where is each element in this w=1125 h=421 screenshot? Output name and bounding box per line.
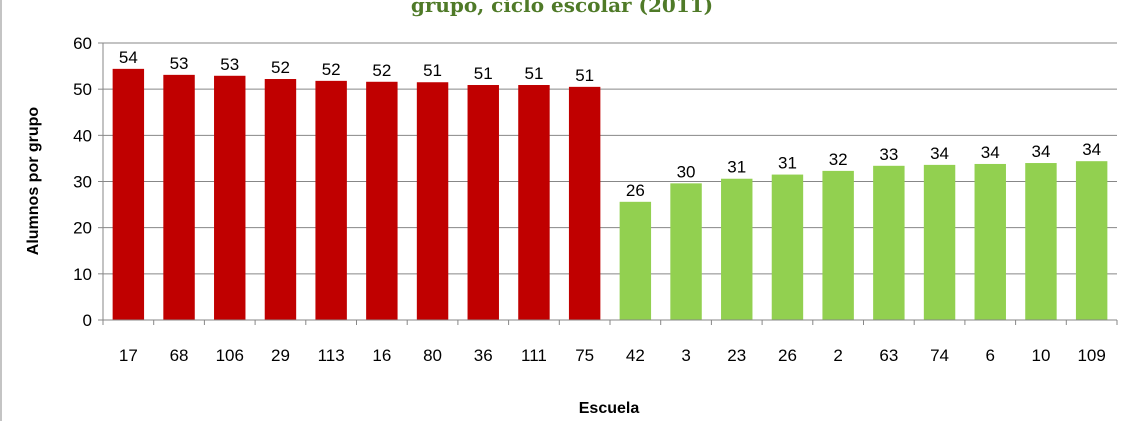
bar xyxy=(467,85,499,321)
y-tick-label: 10 xyxy=(73,265,92,284)
x-tick-label: 113 xyxy=(318,346,345,365)
data-label: 53 xyxy=(220,55,239,74)
data-label: 51 xyxy=(575,66,594,85)
y-tick-label: 60 xyxy=(73,34,92,53)
y-tick-label: 40 xyxy=(73,126,92,145)
y-tick-label: 0 xyxy=(83,311,92,330)
bar xyxy=(1075,161,1108,320)
x-tick-label: 3 xyxy=(681,346,690,365)
bar xyxy=(771,174,804,320)
bar xyxy=(568,86,601,320)
y-tick-label: 50 xyxy=(73,80,92,99)
bar xyxy=(416,82,449,320)
x-tick-label: 10 xyxy=(1031,346,1050,365)
x-tick-label: 106 xyxy=(216,346,244,365)
bar xyxy=(974,163,1006,320)
x-tick-label: 111 xyxy=(521,346,547,365)
x-tick-label: 42 xyxy=(626,346,645,365)
data-label: 34 xyxy=(1031,142,1050,161)
bars xyxy=(112,68,1108,321)
data-label: 34 xyxy=(1082,140,1101,159)
x-tick-label: 68 xyxy=(170,346,189,365)
bar xyxy=(721,178,753,320)
data-label: 52 xyxy=(322,60,341,79)
bar xyxy=(518,85,550,321)
data-label: 34 xyxy=(930,144,949,163)
data-label: 31 xyxy=(778,154,797,173)
bar xyxy=(112,68,145,320)
x-tick-label: 6 xyxy=(986,346,995,365)
y-tick-label: 20 xyxy=(73,219,92,238)
bar xyxy=(366,81,398,320)
y-tick-label: 30 xyxy=(73,173,92,192)
data-label: 51 xyxy=(474,64,493,83)
data-label: 52 xyxy=(271,58,290,77)
x-tick-label: 17 xyxy=(119,346,138,365)
x-axis-title: Escuela xyxy=(579,400,640,417)
bar xyxy=(163,74,195,320)
gridlines xyxy=(103,42,1117,275)
axes: 0 10 20 30 40 50 60 xyxy=(73,34,1118,330)
bar xyxy=(264,79,297,320)
x-tick-label: 16 xyxy=(372,346,391,365)
x-tick-label: 2 xyxy=(833,346,842,365)
x-tick-label: 36 xyxy=(474,346,493,365)
x-tick-label: 23 xyxy=(727,346,746,365)
x-tick-label: 63 xyxy=(879,346,898,365)
bar xyxy=(923,164,956,320)
data-label: 51 xyxy=(524,64,543,83)
bar xyxy=(822,170,854,320)
x-tick-label: 74 xyxy=(930,346,949,365)
data-label: 32 xyxy=(829,150,848,169)
bar xyxy=(214,75,246,320)
data-label: 52 xyxy=(372,61,391,80)
data-label: 33 xyxy=(879,145,898,164)
data-label: 34 xyxy=(981,143,1000,162)
x-tick-label: 109 xyxy=(1077,346,1105,365)
bar xyxy=(619,201,652,320)
data-label: 31 xyxy=(727,158,746,177)
x-tick-label: 80 xyxy=(423,346,442,365)
x-tick-label: 75 xyxy=(575,346,594,365)
x-tick-label: 26 xyxy=(778,346,797,365)
data-label: 54 xyxy=(119,48,138,67)
data-label: 30 xyxy=(677,162,696,181)
bar xyxy=(315,80,347,321)
bar xyxy=(873,165,905,320)
chart-title: grupo, ciclo escolar (2011) xyxy=(411,0,713,17)
y-axis-title: Alumnos por grupo xyxy=(25,107,42,256)
data-label: 26 xyxy=(626,181,645,200)
x-tick-label: 29 xyxy=(271,346,290,365)
data-label: 51 xyxy=(423,61,442,80)
bar xyxy=(670,183,702,320)
data-label: 53 xyxy=(170,54,189,73)
labels: 5417536853106522952113521651805136511115… xyxy=(119,48,1106,365)
bar xyxy=(1025,163,1057,320)
